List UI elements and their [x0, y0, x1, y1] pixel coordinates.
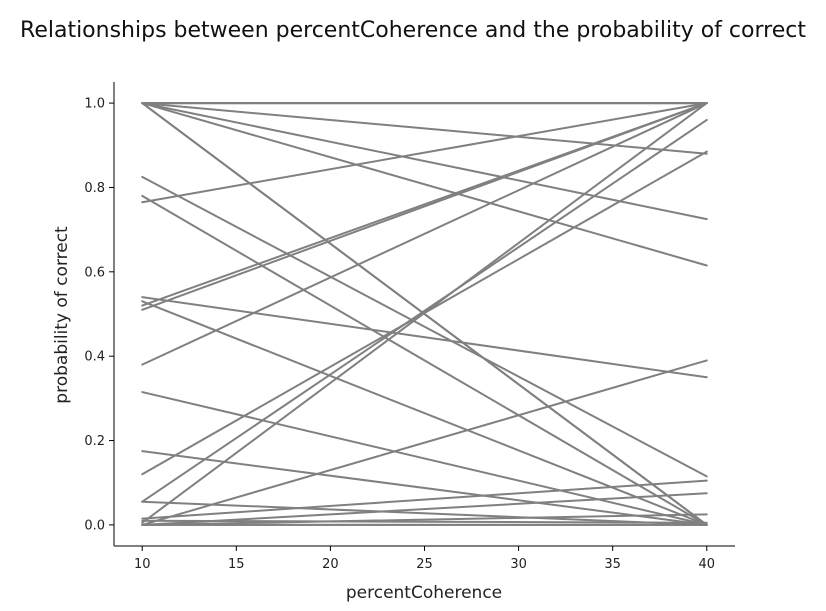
series-line-5 — [141, 102, 708, 221]
series-line-24 — [141, 479, 708, 520]
x-axis-label: percentCoherence — [346, 583, 502, 603]
series-lines — [141, 102, 708, 526]
series-line-20 — [141, 391, 708, 526]
y-tick-label: 0.8 — [84, 181, 105, 196]
x-tick-label: 30 — [510, 557, 527, 572]
series-line-19 — [141, 300, 708, 526]
y-tick-label: 1.0 — [84, 97, 105, 112]
series-line-18 — [141, 296, 708, 379]
chart-title: Relationships between percentCoherence a… — [20, 18, 806, 43]
y-axis-ticks: 0.0 0.2 0.4 0.6 0.8 1.0 — [84, 97, 114, 533]
y-axis-label: probability of correct — [52, 226, 72, 404]
y-tick-label: 0.0 — [84, 518, 105, 533]
x-tick-label: 10 — [134, 557, 151, 572]
series-line-17 — [141, 194, 708, 526]
series-line-22 — [141, 359, 708, 526]
series-line-6 — [141, 102, 708, 267]
x-tick-label: 25 — [416, 557, 433, 572]
series-line-4 — [141, 102, 708, 155]
x-tick-label: 20 — [322, 557, 339, 572]
series-line-25 — [141, 492, 708, 526]
series-line-21 — [141, 450, 708, 526]
series-line-15 — [141, 102, 708, 524]
y-tick-label: 0.6 — [84, 265, 105, 280]
series-line-27 — [141, 519, 708, 524]
y-tick-label: 0.2 — [84, 434, 105, 449]
series-line-23 — [141, 500, 708, 526]
series-line-14 — [141, 118, 708, 503]
x-axis-ticks: 10 15 20 25 30 35 40 — [134, 546, 715, 572]
series-line-16 — [141, 175, 708, 478]
series-line-9 — [141, 102, 708, 204]
series-line-11 — [141, 102, 708, 311]
series-line-26 — [141, 513, 708, 526]
x-tick-label: 15 — [228, 557, 245, 572]
y-tick-label: 0.4 — [84, 350, 105, 365]
series-line-12 — [141, 102, 708, 366]
x-tick-label: 35 — [604, 557, 621, 572]
x-tick-label: 40 — [698, 557, 715, 572]
